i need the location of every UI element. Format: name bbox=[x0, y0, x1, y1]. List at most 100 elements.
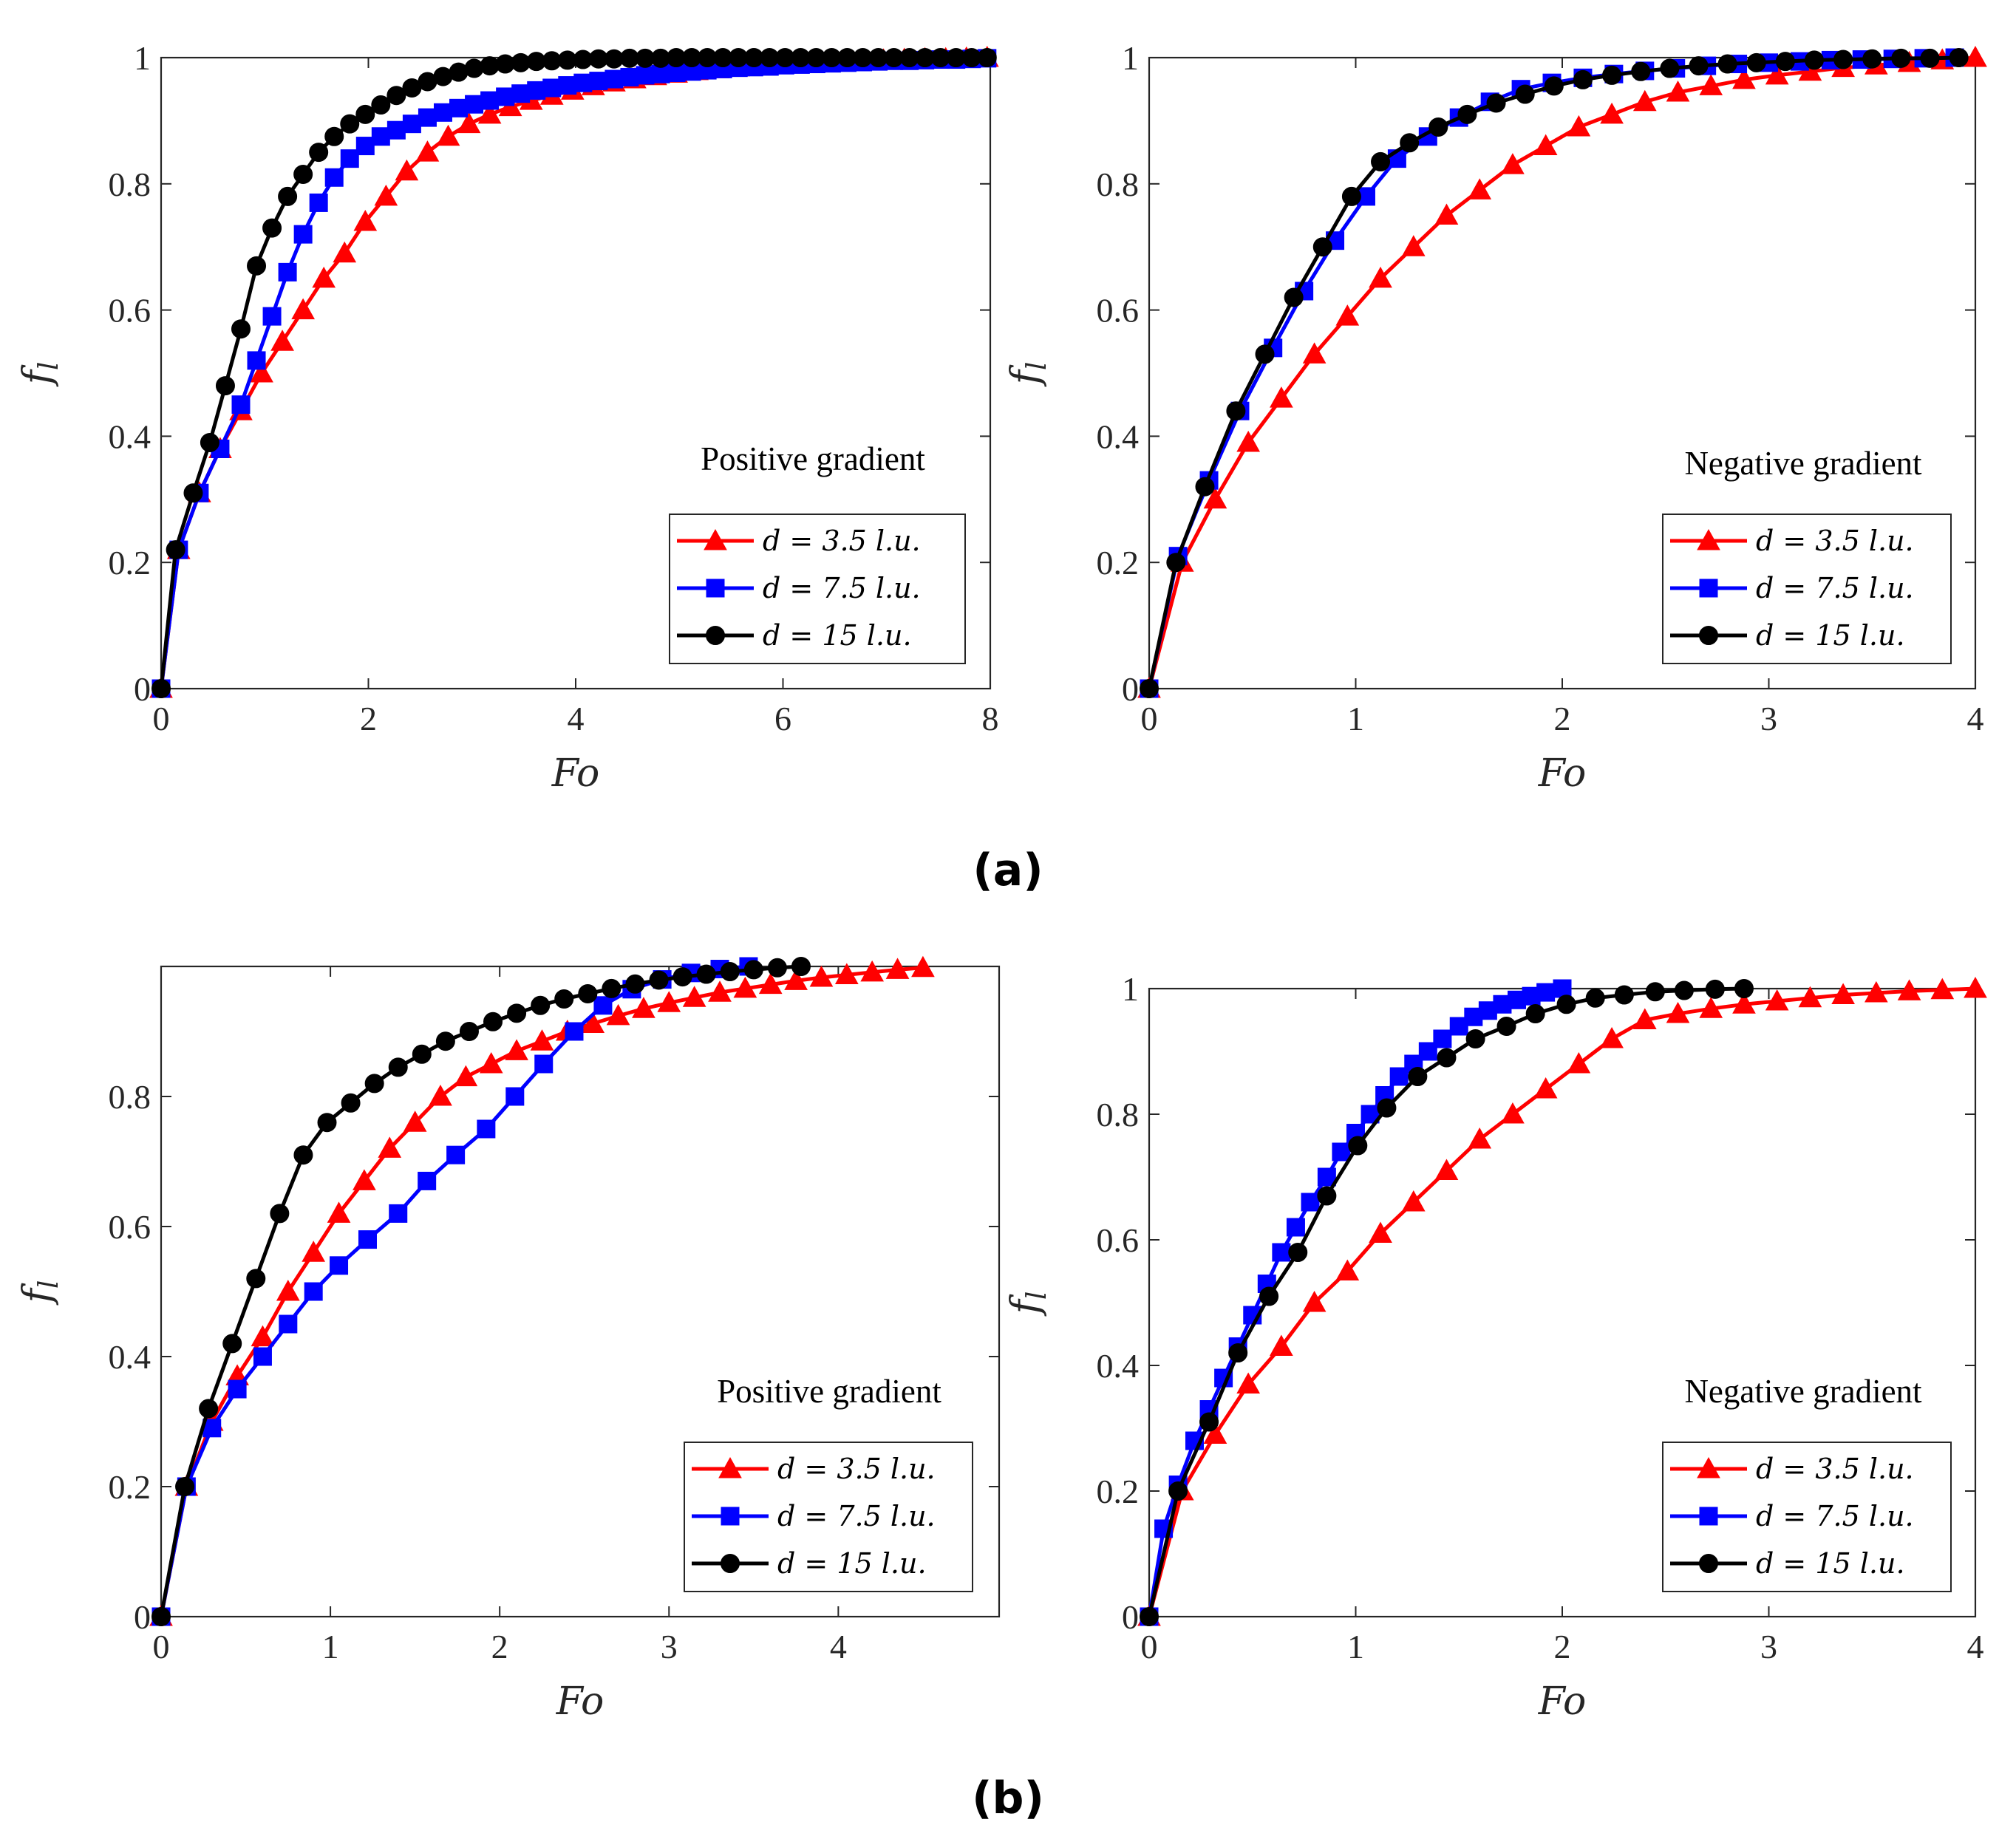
data-point bbox=[246, 1269, 266, 1289]
data-point bbox=[251, 1325, 275, 1347]
data-point bbox=[1891, 48, 1911, 68]
y-tick-label: 0.8 bbox=[109, 166, 151, 203]
data-point bbox=[436, 124, 460, 146]
data-point bbox=[1689, 56, 1709, 76]
y-tick-label: 0.6 bbox=[109, 1208, 151, 1246]
data-point bbox=[253, 1347, 272, 1366]
annotation-text: Negative gradient bbox=[1684, 445, 1922, 482]
legend: d = 3.5 l.u. d = 7.5 l.u. d = 15 l.u. bbox=[684, 1442, 973, 1592]
y-tick-label: 0.4 bbox=[109, 1338, 151, 1376]
y-tick-label: 0 bbox=[1122, 1598, 1139, 1636]
x-tick-label: 4 bbox=[568, 700, 585, 737]
data-point bbox=[1645, 982, 1665, 1002]
data-point bbox=[1228, 1343, 1248, 1362]
data-point bbox=[1804, 50, 1824, 70]
data-point bbox=[784, 969, 808, 990]
data-point bbox=[1600, 102, 1624, 124]
data-point bbox=[1226, 401, 1246, 421]
y-tick-label: 1 bbox=[1122, 970, 1139, 1008]
data-point bbox=[651, 64, 670, 83]
data-point bbox=[395, 159, 419, 181]
data-point bbox=[542, 78, 562, 98]
data-point bbox=[885, 958, 910, 979]
legend-entry: d = 15 l.u. bbox=[1756, 1547, 1905, 1580]
data-point bbox=[1798, 986, 1822, 1008]
data-point bbox=[1614, 985, 1634, 1005]
data-point bbox=[1525, 1004, 1545, 1023]
data-point bbox=[1371, 151, 1391, 171]
y-axis-label: fl bbox=[16, 362, 64, 388]
data-point bbox=[341, 1093, 361, 1113]
legend-marker bbox=[706, 579, 725, 598]
data-point bbox=[1732, 992, 1756, 1014]
data-point bbox=[511, 84, 531, 103]
x-axis-label: Fo bbox=[1538, 751, 1587, 796]
data-point bbox=[602, 978, 622, 998]
series-line bbox=[159, 964, 802, 1617]
y-tick-label: 0.2 bbox=[1097, 544, 1140, 581]
data-point bbox=[231, 395, 251, 415]
data-point bbox=[1556, 995, 1576, 1014]
chart-a-right: 0 1 2 3 4 0 0.2 0.4 0.6 0.8 1 Fo fl Negative gradient… bbox=[1004, 39, 1987, 796]
data-point bbox=[1920, 48, 1940, 68]
data-point bbox=[480, 91, 500, 110]
data-point bbox=[415, 140, 440, 162]
x-axis-label: Fo bbox=[551, 751, 600, 796]
data-point bbox=[412, 1044, 432, 1064]
data-point bbox=[1831, 983, 1855, 1004]
data-point bbox=[199, 1399, 219, 1419]
data-point bbox=[1433, 1029, 1452, 1048]
series-3 bbox=[1140, 48, 1969, 698]
data-point bbox=[374, 184, 398, 206]
annotation-text: Negative gradient bbox=[1684, 1373, 1922, 1410]
data-point bbox=[1434, 203, 1459, 225]
data-point bbox=[1515, 84, 1535, 104]
series-3 bbox=[151, 957, 811, 1626]
data-point bbox=[1401, 235, 1426, 256]
data-point bbox=[278, 262, 297, 282]
chart-b-right: 0 1 2 3 4 0 0.2 0.4 0.6 0.8 1 Fo fl Negative gradient… bbox=[1004, 970, 1987, 1724]
series-3 bbox=[1140, 979, 1754, 1626]
x-tick-label: 1 bbox=[322, 1628, 339, 1665]
y-tick-label: 0.8 bbox=[109, 1078, 151, 1116]
data-point bbox=[1199, 1412, 1219, 1432]
data-point bbox=[1699, 74, 1723, 95]
x-tick-label: 2 bbox=[1554, 700, 1571, 737]
x-tick-label: 4 bbox=[1967, 1628, 1984, 1665]
legend-entry: d = 15 l.u. bbox=[763, 619, 912, 652]
data-point bbox=[636, 66, 655, 85]
y-tick-label: 0.2 bbox=[109, 1468, 151, 1506]
data-point bbox=[1428, 117, 1448, 137]
y-axis-label-subscript: l bbox=[34, 362, 64, 371]
data-point bbox=[632, 997, 655, 1018]
data-point bbox=[1765, 63, 1789, 85]
annotation-text: Positive gradient bbox=[701, 440, 925, 477]
data-point bbox=[606, 1003, 630, 1026]
data-point bbox=[534, 1054, 554, 1074]
data-point bbox=[309, 143, 329, 163]
data-point bbox=[1833, 50, 1853, 69]
data-point bbox=[1270, 386, 1293, 408]
data-point bbox=[581, 1012, 605, 1033]
legend-marker bbox=[721, 1554, 740, 1573]
data-point bbox=[758, 972, 783, 995]
data-point bbox=[333, 241, 357, 263]
series-line bbox=[159, 964, 749, 1617]
data-point bbox=[1301, 1193, 1320, 1212]
data-point bbox=[454, 1065, 478, 1087]
data-point bbox=[1288, 1243, 1308, 1262]
data-point bbox=[1332, 1142, 1351, 1162]
data-point bbox=[1544, 76, 1564, 96]
legend-entry: d = 7.5 l.u. bbox=[777, 1500, 936, 1532]
data-point bbox=[402, 115, 421, 134]
data-point bbox=[1746, 52, 1766, 72]
data-point bbox=[324, 168, 344, 187]
legend-marker bbox=[1697, 528, 1720, 550]
data-point bbox=[1660, 58, 1680, 78]
data-point bbox=[809, 965, 834, 987]
data-point bbox=[1434, 1159, 1459, 1180]
data-point bbox=[527, 81, 546, 100]
data-point bbox=[353, 210, 378, 231]
data-point bbox=[1705, 979, 1725, 999]
data-point bbox=[386, 86, 406, 106]
